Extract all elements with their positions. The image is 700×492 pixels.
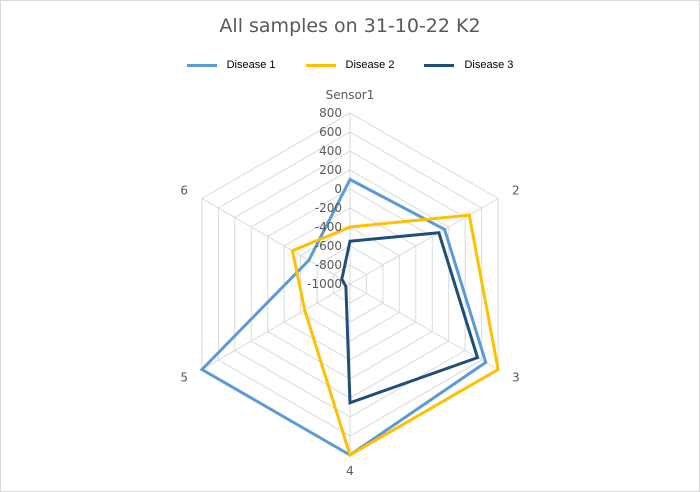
series-line-3	[340, 231, 480, 405]
legend-swatch-disease-2	[305, 63, 336, 67]
tick-label-2: 400	[319, 144, 342, 158]
category-label-3: 4	[346, 464, 354, 478]
tick-label-3: 200	[319, 163, 342, 177]
category-label-0: Sensor1	[326, 88, 375, 102]
tick-label-5: -200	[315, 201, 342, 215]
legend-label-disease-2: Disease 2	[345, 59, 395, 71]
legend: Disease 1 Disease 2 Disease 3	[1, 59, 699, 71]
chart-title: All samples on 31-10-22 K2	[219, 15, 481, 37]
tick-label-9: -1000	[307, 277, 342, 291]
axis-spoke-5	[201, 198, 351, 285]
category-label-1: 2	[512, 184, 520, 198]
legend-swatch-disease-3	[424, 63, 455, 67]
tick-label-8: -800	[315, 258, 342, 272]
axis-spoke-2	[349, 283, 499, 370]
axis-spoke-4	[201, 283, 351, 370]
tick-label-6: -400	[315, 220, 342, 234]
legend-label-disease-1: Disease 1	[226, 59, 276, 71]
tick-label-7: -600	[315, 239, 342, 253]
legend-label-disease-3: Disease 3	[464, 59, 514, 71]
legend-item-disease-3[interactable]: Disease 3	[424, 59, 513, 71]
axis-spoke-1	[349, 198, 499, 285]
legend-item-disease-2[interactable]: Disease 2	[305, 59, 395, 71]
tick-label-0: 800	[319, 106, 342, 120]
series-line-2	[290, 213, 500, 458]
legend-swatch-disease-1	[186, 63, 217, 67]
category-label-2: 3	[512, 371, 520, 385]
tick-label-1: 600	[319, 125, 342, 139]
category-label-5: 6	[180, 184, 188, 198]
tick-label-4: 0	[334, 182, 342, 196]
legend-item-disease-1[interactable]: Disease 1	[186, 59, 276, 71]
category-label-4: 5	[180, 371, 188, 385]
